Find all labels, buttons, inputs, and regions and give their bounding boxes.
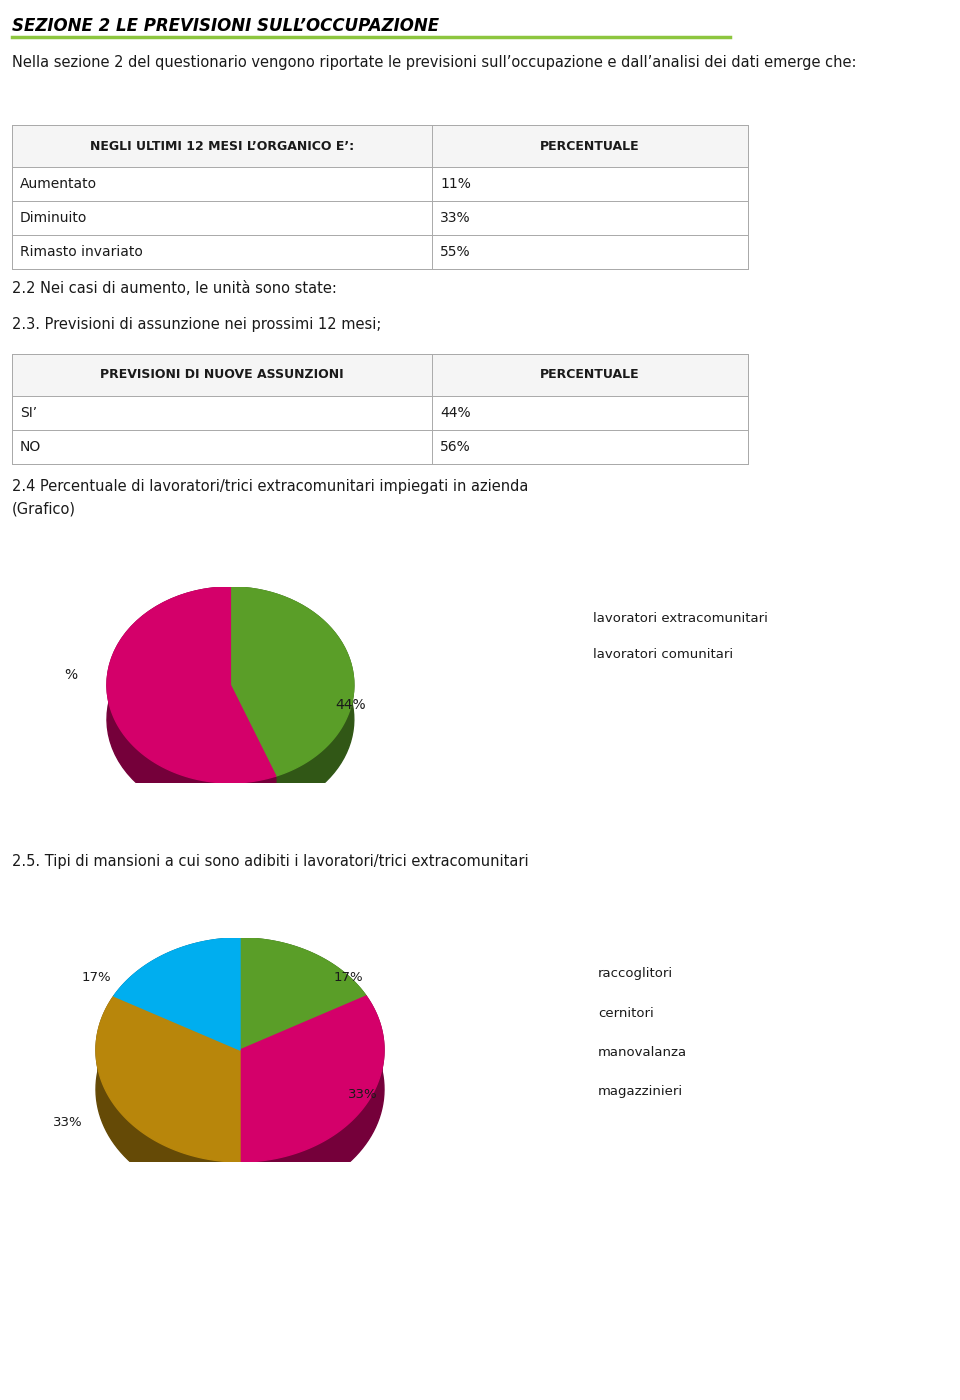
- Text: Aumentato: Aumentato: [20, 176, 97, 190]
- Bar: [12, 354, 748, 463]
- Polygon shape: [107, 587, 276, 818]
- Polygon shape: [240, 938, 366, 1035]
- Text: %: %: [63, 668, 77, 682]
- Polygon shape: [230, 587, 354, 776]
- Text: raccoglitori: raccoglitori: [598, 967, 673, 980]
- Text: 33%: 33%: [440, 211, 470, 225]
- Text: lavoratori extracomunitari: lavoratori extracomunitari: [593, 613, 768, 626]
- Polygon shape: [240, 938, 366, 1050]
- Text: 55%: 55%: [440, 245, 470, 259]
- Bar: [12, 354, 748, 396]
- Bar: [12, 167, 748, 202]
- Bar: [12, 125, 748, 167]
- Bar: [12, 125, 748, 269]
- Text: 33%: 33%: [348, 1088, 377, 1102]
- Polygon shape: [240, 995, 384, 1162]
- Text: NEGLI ULTIMI 12 MESI L’ORGANICO E’:: NEGLI ULTIMI 12 MESI L’ORGANICO E’:: [90, 140, 354, 153]
- Polygon shape: [240, 995, 384, 1201]
- Text: Nella sezione 2 del questionario vengono riportate le previsioni sull’occupazion: Nella sezione 2 del questionario vengono…: [12, 55, 856, 70]
- Text: Diminuito: Diminuito: [20, 211, 87, 225]
- Text: 33%: 33%: [53, 1116, 83, 1130]
- Text: lavoratori comunitari: lavoratori comunitari: [593, 648, 733, 661]
- Text: 2.5. Tipi di mansioni a cui sono adibiti i lavoratori/trici extracomunitari: 2.5. Tipi di mansioni a cui sono adibiti…: [12, 854, 529, 869]
- Bar: [12, 235, 748, 269]
- Text: 11%: 11%: [440, 176, 470, 190]
- Text: manovalanza: manovalanza: [598, 1046, 687, 1058]
- Polygon shape: [107, 587, 276, 783]
- Text: cernitori: cernitori: [598, 1007, 654, 1019]
- Polygon shape: [114, 938, 240, 1050]
- Text: magazzinieri: magazzinieri: [598, 1085, 684, 1098]
- Bar: [12, 202, 748, 235]
- Text: 17%: 17%: [82, 970, 111, 984]
- Polygon shape: [230, 587, 354, 811]
- Bar: [12, 396, 748, 430]
- Polygon shape: [96, 995, 240, 1162]
- Text: 17%: 17%: [334, 970, 363, 984]
- Text: NO: NO: [20, 440, 41, 454]
- Text: PERCENTUALE: PERCENTUALE: [540, 368, 639, 381]
- Text: Rimasto invariato: Rimasto invariato: [20, 245, 143, 259]
- Bar: [12, 430, 748, 463]
- Text: SEZIONE 2 LE PREVISIONI SULL’OCCUPAZIONE: SEZIONE 2 LE PREVISIONI SULL’OCCUPAZIONE: [12, 17, 439, 35]
- Text: 2.4 Percentuale di lavoratori/trici extracomunitari impiegati in azienda
(Grafic: 2.4 Percentuale di lavoratori/trici extr…: [12, 479, 528, 517]
- Text: PERCENTUALE: PERCENTUALE: [540, 140, 639, 153]
- Text: PREVISIONI DI NUOVE ASSUNZIONI: PREVISIONI DI NUOVE ASSUNZIONI: [100, 368, 344, 381]
- Text: 2.3. Previsioni di assunzione nei prossimi 12 mesi;: 2.3. Previsioni di assunzione nei prossi…: [12, 316, 381, 332]
- Polygon shape: [114, 938, 240, 1035]
- Text: 44%: 44%: [335, 697, 366, 711]
- Text: 56%: 56%: [440, 440, 470, 454]
- Text: 44%: 44%: [440, 406, 470, 420]
- Text: SI’: SI’: [20, 406, 37, 420]
- Text: 2.2 Nei casi di aumento, le unità sono state:: 2.2 Nei casi di aumento, le unità sono s…: [12, 281, 337, 295]
- Polygon shape: [96, 995, 240, 1201]
